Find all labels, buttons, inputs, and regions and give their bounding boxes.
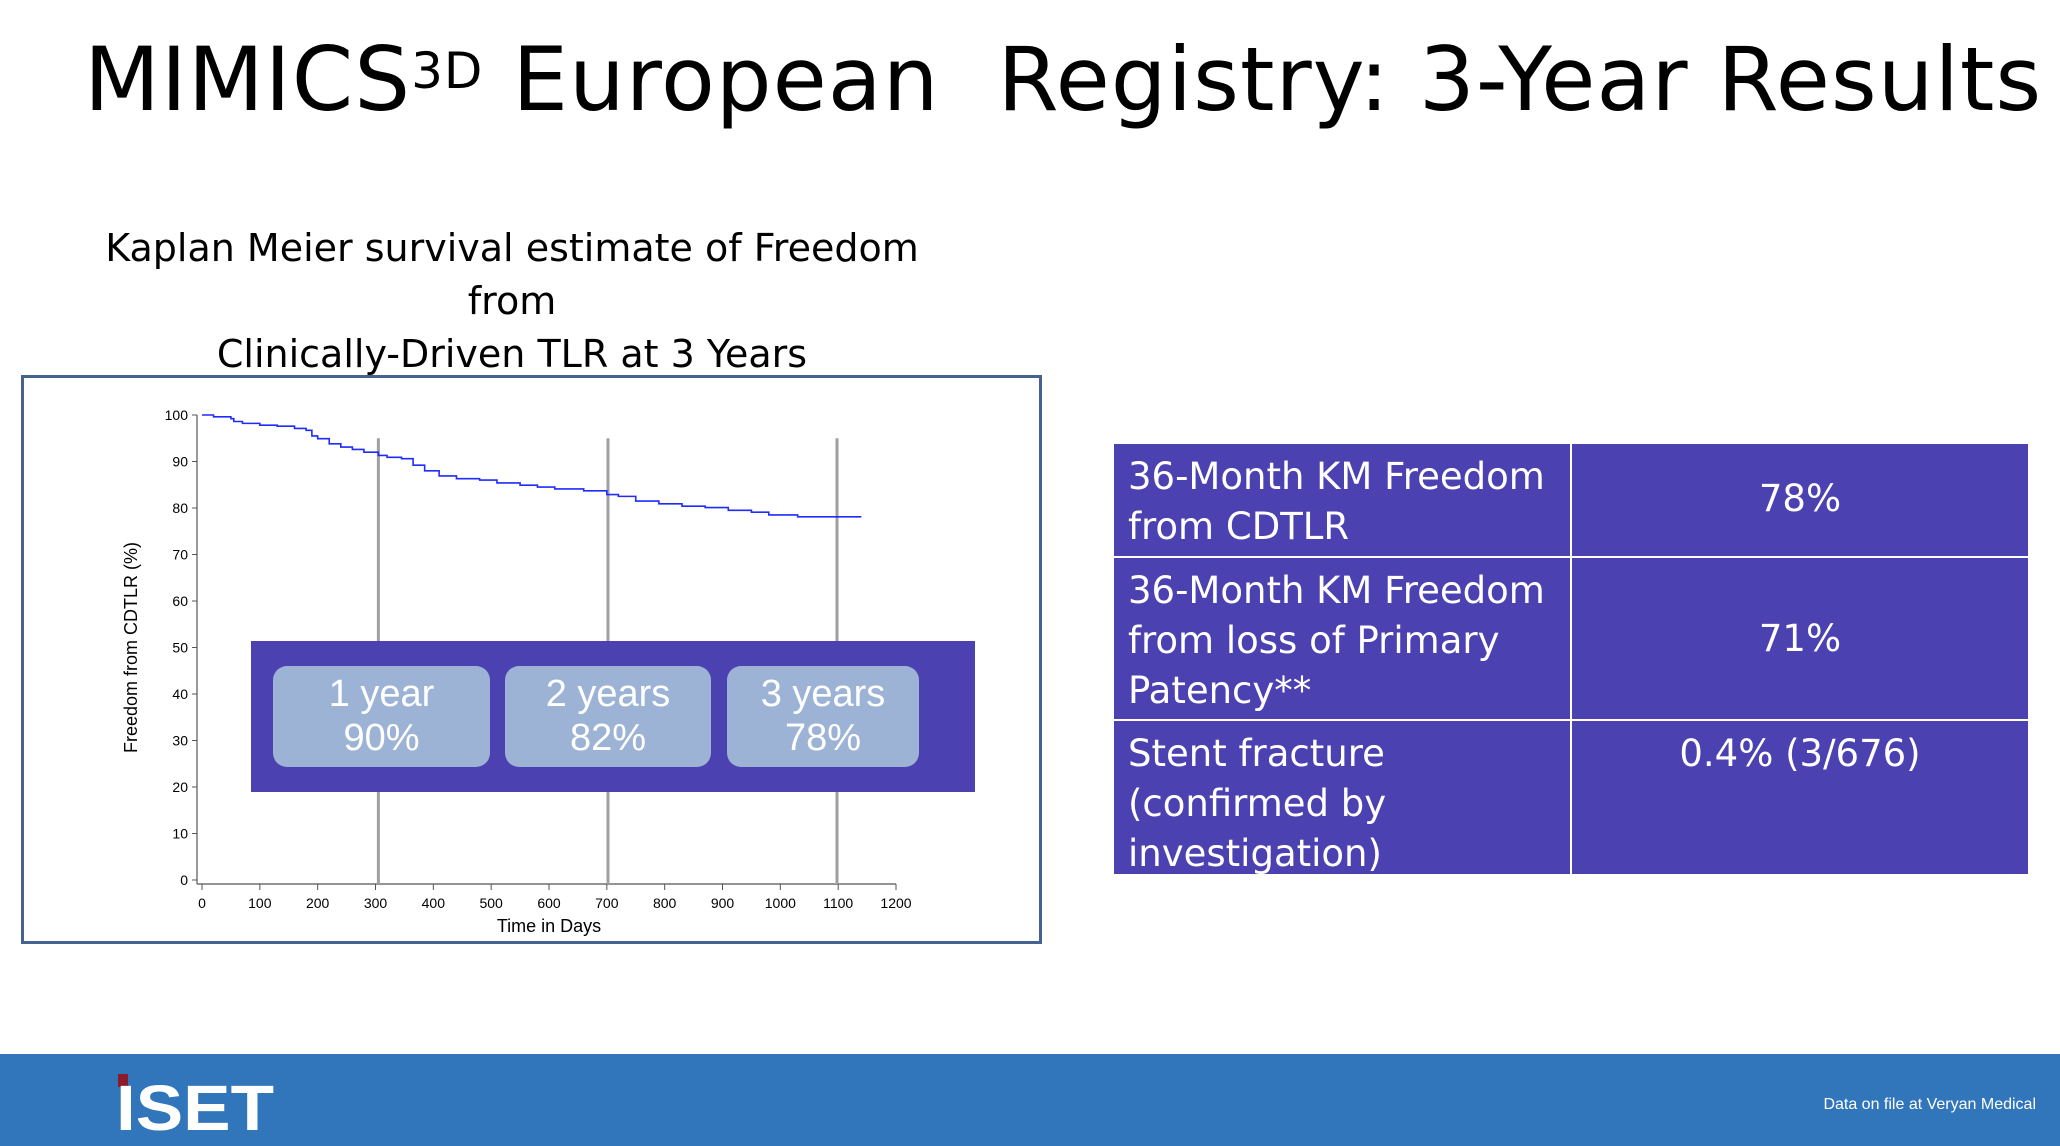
y-tick-label: 10: [172, 826, 188, 842]
milestone-label: 3 years: [760, 673, 886, 715]
x-tick-label: 300: [364, 895, 388, 911]
footnote: Data on file at Veryan Medical: [1823, 1096, 2036, 1113]
table-row: 36-Month KM Freedom from CDTLR 78%: [1114, 444, 2028, 558]
x-tick-label: 200: [306, 895, 330, 911]
subtitle-line-1: Kaplan Meier survival estimate of Freedo…: [105, 226, 919, 323]
milestone-tile: 3 years 78%: [727, 666, 919, 767]
y-tick-label: 30: [172, 733, 188, 749]
km-curve: [202, 414, 862, 518]
y-tick-label: 60: [172, 593, 188, 609]
milestone-tile: 1 year 90%: [273, 666, 490, 767]
y-tick-label: 50: [172, 640, 188, 656]
row-label: 36-Month KM Freedom from loss of Primary…: [1128, 569, 1545, 712]
milestone-label: 1 year: [328, 673, 435, 715]
y-tick-label: 70: [172, 547, 188, 563]
iset-logo: ISET: [116, 1072, 276, 1144]
svg-text:ISET: ISET: [116, 1074, 274, 1132]
slide-title: MIMICS3D European Registry: 3-Year Resul…: [84, 28, 2042, 131]
x-tick-label: 100: [248, 895, 272, 911]
x-tick-label: 800: [653, 895, 677, 911]
x-tick-label: 0: [198, 895, 206, 911]
title-main: MIMICS: [84, 28, 412, 131]
milestone-tile: 2 years 82%: [505, 666, 711, 767]
column-divider: [1570, 444, 1572, 876]
x-tick-label: 900: [711, 895, 735, 911]
y-axis-label: Freedom from CDTLR (%): [121, 542, 141, 753]
results-table: 36-Month KM Freedom from CDTLR 78% 36-Mo…: [1114, 444, 2028, 876]
y-tick-label: 40: [172, 686, 188, 702]
km-chart-frame: 0 10 20 30 40 50 60 70 80 90 100 0 100 200 300 400 500 60…: [21, 375, 1042, 944]
milestone-value: 78%: [784, 717, 862, 759]
table-row: Stent fracture (confirmed by investigati…: [1114, 721, 2028, 876]
y-tick-label: 100: [165, 407, 189, 423]
row-value: 0.4% (3/676): [1679, 732, 1921, 775]
milestone-panel: 1 year 90% 2 years 82% 3 years 78%: [251, 641, 975, 792]
x-tick-label: 1000: [765, 895, 796, 911]
row-value: 78%: [1758, 477, 1842, 520]
footer-bar: ISET Data on file at Veryan Medical: [0, 1054, 2060, 1146]
x-tick-label: 1200: [880, 895, 911, 911]
milestone-value: 82%: [569, 717, 647, 759]
x-tick-label: 600: [537, 895, 561, 911]
table-row: 36-Month KM Freedom from loss of Primary…: [1114, 558, 2028, 721]
row-value: 71%: [1758, 617, 1842, 660]
x-tick-label: 700: [595, 895, 619, 911]
row-label: Stent fracture (confirmed by investigati…: [1128, 732, 1387, 875]
y-tick-label: 0: [180, 872, 188, 888]
milestone-label: 2 years: [545, 673, 671, 715]
subtitle-line-2: Clinically-Driven TLR at 3 Years: [216, 332, 808, 376]
y-tick-label: 20: [172, 779, 188, 795]
x-axis-label: Time in Days: [497, 916, 601, 936]
y-tick-label: 90: [172, 454, 188, 470]
x-tick-label: 1100: [823, 895, 853, 911]
title-rest: European Registry: 3-Year Results: [483, 28, 2043, 131]
y-tick-label: 80: [172, 500, 188, 516]
chart-subtitle: Kaplan Meier survival estimate of Freedo…: [60, 222, 964, 381]
milestone-value: 90%: [343, 717, 420, 759]
title-superscript: 3D: [411, 42, 484, 100]
x-tick-label: 400: [422, 895, 446, 911]
row-label: 36-Month KM Freedom from CDTLR: [1128, 455, 1545, 548]
x-tick-label: 500: [479, 895, 503, 911]
